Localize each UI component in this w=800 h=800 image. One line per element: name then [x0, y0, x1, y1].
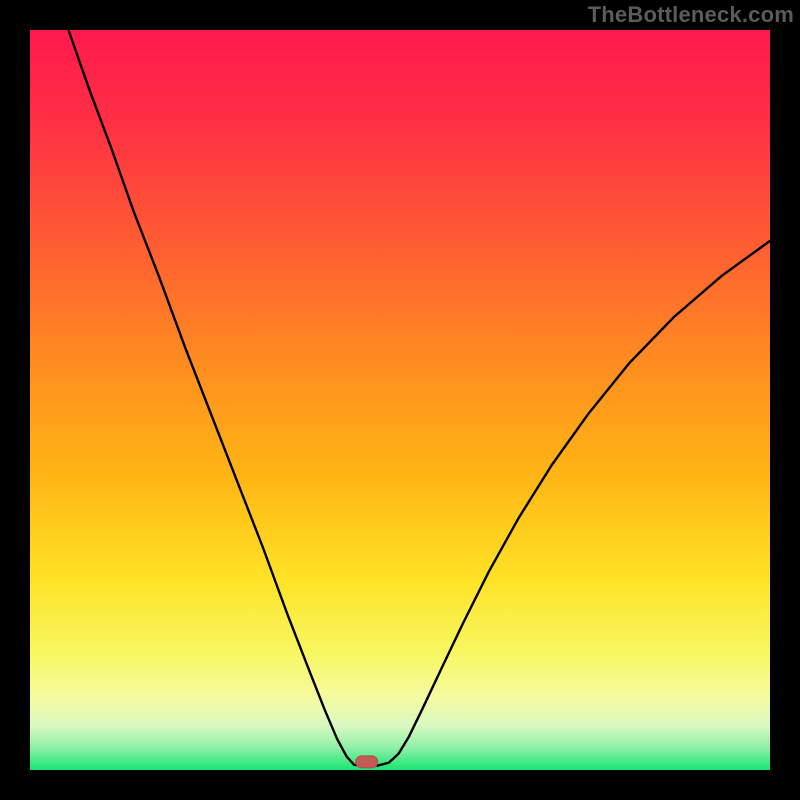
- watermark-text: TheBottleneck.com: [588, 2, 794, 28]
- plot-background: [30, 30, 770, 770]
- chart-container: TheBottleneck.com: [0, 0, 800, 800]
- optimum-marker: [356, 756, 378, 768]
- bottleneck-chart: [0, 0, 800, 800]
